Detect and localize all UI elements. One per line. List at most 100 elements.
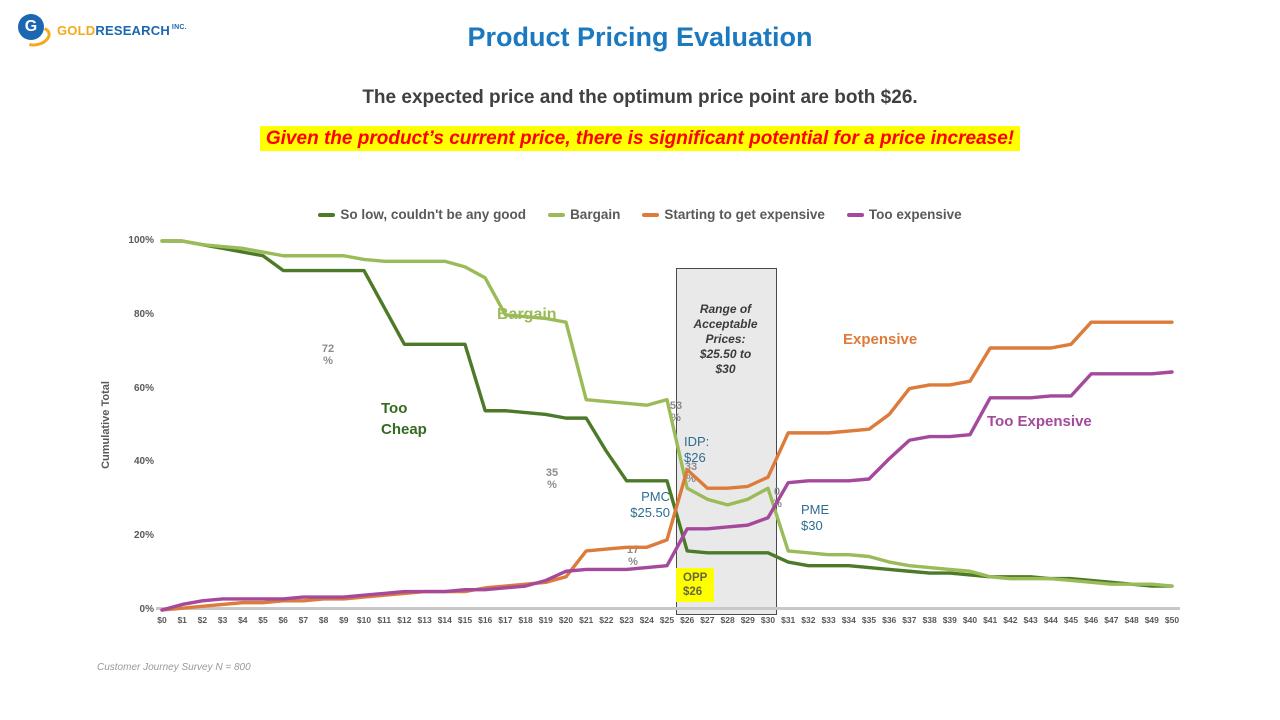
x-tick-label: $8	[318, 615, 329, 625]
point-label-30: 0 %	[772, 486, 782, 510]
x-tick-label: $18	[518, 615, 533, 625]
x-tick-label: $41	[983, 615, 998, 625]
x-tick-label: $36	[882, 615, 897, 625]
x-tick-label: $34	[841, 615, 856, 625]
x-tick-label: $47	[1104, 615, 1119, 625]
x-tick-label: $45	[1063, 615, 1079, 625]
opp-label: OPP $26	[676, 568, 715, 602]
x-tick-label: $33	[821, 615, 836, 625]
legend-label: Starting to get expensive	[664, 207, 825, 222]
x-tick-label: $37	[902, 615, 917, 625]
page-title: Product Pricing Evaluation	[467, 22, 813, 52]
x-tick-label: $49	[1144, 615, 1159, 625]
x-tick-label: $15	[457, 615, 473, 625]
x-tick-label: $35	[861, 615, 877, 625]
x-tick-label: $28	[720, 615, 735, 625]
zone-label-too-expensive: Too Expensive	[987, 413, 1092, 430]
zone-label-too-cheap: Too Cheap	[381, 400, 427, 438]
idp-label: IDP: $26	[684, 434, 710, 465]
x-tick-label: $10	[356, 615, 372, 625]
x-tick-label: $20	[558, 615, 574, 625]
pmc-label: PMC $25.50	[630, 489, 670, 520]
logo: G GOLDRESEARCH INC.	[18, 14, 187, 50]
subtitle: The expected price and the optimum price…	[362, 87, 918, 108]
point-label-17: 17 %	[626, 544, 640, 568]
pme-label: PME $30	[801, 502, 830, 533]
x-tick-label: $46	[1084, 615, 1099, 625]
y-tick-label: 80%	[133, 308, 154, 320]
y-tick-label: 0%	[139, 604, 154, 615]
x-tick-label: $3	[217, 615, 228, 625]
x-tick-label: $48	[1124, 615, 1139, 625]
y-tick-label: 20%	[133, 530, 154, 542]
range-box-label: Range of Acceptable Prices: $25.50 to $3…	[693, 302, 758, 376]
x-tick-label: $17	[498, 615, 513, 625]
x-tick-label: $13	[417, 615, 432, 625]
x-tick-label: $4	[238, 615, 248, 625]
legend-marker-icon	[846, 212, 864, 217]
x-tick-label: $12	[397, 615, 412, 625]
x-tick-label: $25	[659, 615, 675, 625]
key-insight-line: Given the product’s current price, there…	[0, 126, 1280, 151]
series-line-2	[160, 320, 1174, 612]
x-tick-label: $50	[1164, 615, 1180, 625]
logo-letter: G	[18, 14, 44, 40]
y-tick-label: 100%	[128, 235, 154, 246]
x-tick-label: $5	[258, 615, 268, 625]
brand-gold: GOLD	[57, 22, 96, 38]
point-label-35: 35 %	[545, 467, 559, 491]
x-tick-label: $2	[197, 615, 208, 625]
x-tick-label: $14	[437, 615, 452, 625]
key-insight-highlight: Given the product’s current price, there…	[259, 126, 1021, 151]
y-tick-label: 40%	[133, 456, 154, 468]
x-tick-label: $38	[922, 615, 937, 625]
x-tick-label: $44	[1043, 615, 1058, 625]
x-tick-label: $42	[1003, 615, 1018, 625]
x-tick-label: $21	[579, 615, 594, 625]
brand-suffix: INC.	[171, 24, 187, 32]
footer-note: Customer Journey Survey N = 800	[97, 662, 251, 673]
x-tick-label: $32	[801, 615, 816, 625]
brand-rest: RESEARCH	[95, 22, 170, 38]
y-axis-title: Cumulative Total	[100, 381, 112, 469]
x-tick-label: $24	[639, 615, 654, 625]
x-tick-label: $6	[278, 615, 288, 625]
x-tick-label: $27	[700, 615, 715, 625]
brand-text: GOLDRESEARCH INC.	[57, 23, 187, 38]
legend-item: Too expensive	[846, 207, 962, 222]
x-tick-label: $0	[157, 615, 167, 625]
point-label-53: 53 %	[669, 400, 683, 424]
logo-icon: G	[18, 14, 54, 50]
legend-item: Starting to get expensive	[642, 207, 825, 222]
x-tick-label: $23	[619, 615, 634, 625]
x-tick-label: $1	[177, 615, 187, 625]
legend-item: Bargain	[548, 207, 620, 222]
x-tick-label: $30	[760, 615, 776, 625]
x-tick-label: $29	[740, 615, 755, 625]
legend-item: So low, couldn't be any good	[318, 207, 526, 222]
x-axis-line	[156, 607, 1180, 610]
x-tick-label: $19	[538, 615, 553, 625]
legend-marker-icon	[318, 212, 336, 217]
x-tick-label: $26	[680, 615, 695, 625]
legend-marker-icon	[548, 212, 566, 217]
x-tick-label: $43	[1023, 615, 1038, 625]
legend-label: Too expensive	[868, 207, 962, 222]
x-tick-label: $22	[599, 615, 614, 625]
x-tick-label: $39	[942, 615, 957, 625]
x-tick-label: $9	[339, 615, 349, 625]
x-tick-label: $31	[781, 615, 796, 625]
x-tick-label: $11	[377, 615, 392, 625]
x-tick-label: $7	[298, 615, 309, 625]
zone-label-expensive: Expensive	[843, 331, 918, 348]
legend-label: So low, couldn't be any good	[340, 207, 527, 222]
chart-legend: So low, couldn't be any good Bargain Start…	[0, 207, 1280, 222]
x-tick-label: $40	[962, 615, 978, 625]
zone-label-bargain: Bargain	[497, 306, 557, 323]
legend-marker-icon	[642, 212, 660, 217]
y-tick-label: 60%	[133, 382, 154, 394]
legend-label: Bargain	[570, 207, 621, 222]
point-label-72: 72 %	[321, 343, 335, 367]
x-tick-label: $16	[478, 615, 493, 625]
